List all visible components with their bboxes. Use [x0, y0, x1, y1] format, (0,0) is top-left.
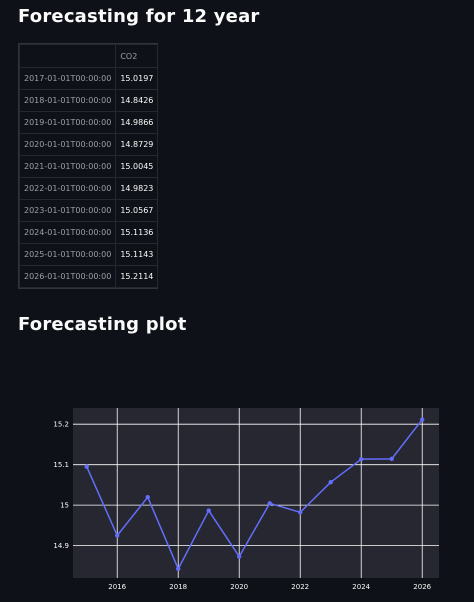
table-row: 2019-01-01T00:00:00 14.9866	[18, 111, 159, 134]
table-row: 2024-01-01T00:00:00 15.1136	[18, 221, 159, 244]
data-point	[267, 501, 272, 506]
y-tick-label: 15.1	[53, 461, 69, 469]
co2-cell[interactable]: 14.8426	[115, 89, 159, 112]
table-row: 2017-01-01T00:00:00 15.0197	[18, 67, 159, 90]
data-point	[115, 533, 120, 538]
data-point	[328, 479, 333, 485]
row-index: 2024-01-01T00:00:00	[18, 221, 117, 244]
data-point	[206, 508, 211, 513]
data-point	[298, 510, 303, 515]
data-point	[84, 464, 89, 469]
table-row: 2022-01-01T00:00:00 14.9823	[18, 177, 159, 200]
table-row: 2026-01-01T00:00:00 15.2114	[18, 265, 159, 288]
forecast-heading: Forecasting for 12 year	[18, 6, 260, 27]
y-tick-label: 14.9	[53, 542, 69, 550]
table-header-row: CO2	[18, 44, 159, 68]
plot-area	[73, 408, 439, 578]
y-tick-label: 15.2	[53, 421, 69, 429]
data-point	[389, 456, 394, 462]
co2-column-header[interactable]: CO2	[115, 44, 159, 68]
x-tick-label: 2022	[291, 583, 309, 591]
x-tick-label: 2024	[352, 583, 370, 591]
co2-cell[interactable]: 15.2114	[115, 265, 159, 288]
table-row: 2023-01-01T00:00:00 15.0567	[18, 199, 159, 222]
y-tick-label: 15	[60, 502, 69, 510]
x-tick-label: 2020	[230, 583, 248, 591]
table-row: 2018-01-01T00:00:00 14.8426	[18, 89, 159, 112]
x-tick-label: 2016	[108, 583, 126, 591]
forecast-table[interactable]: CO2 2017-01-01T00:00:00 15.0197 2018-01-0…	[18, 43, 159, 289]
series-line	[86, 419, 423, 570]
data-point	[145, 494, 150, 500]
co2-cell[interactable]: 14.8729	[115, 133, 159, 156]
data-point	[359, 456, 364, 462]
x-tick-label: 2018	[169, 583, 187, 591]
x-tick-label: 2026	[413, 583, 431, 591]
data-point	[237, 554, 242, 559]
plot-heading: Forecasting plot	[18, 314, 187, 335]
row-index: 2026-01-01T00:00:00	[18, 265, 117, 288]
data-point	[420, 417, 425, 422]
data-point	[176, 566, 181, 572]
